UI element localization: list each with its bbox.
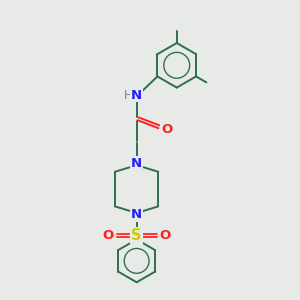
Text: O: O xyxy=(160,229,171,242)
Text: H: H xyxy=(123,88,132,101)
Text: N: N xyxy=(131,208,142,221)
Text: N: N xyxy=(131,157,142,170)
Text: O: O xyxy=(102,229,113,242)
Text: N: N xyxy=(131,88,142,101)
Text: O: O xyxy=(161,123,172,136)
Text: S: S xyxy=(131,228,142,243)
